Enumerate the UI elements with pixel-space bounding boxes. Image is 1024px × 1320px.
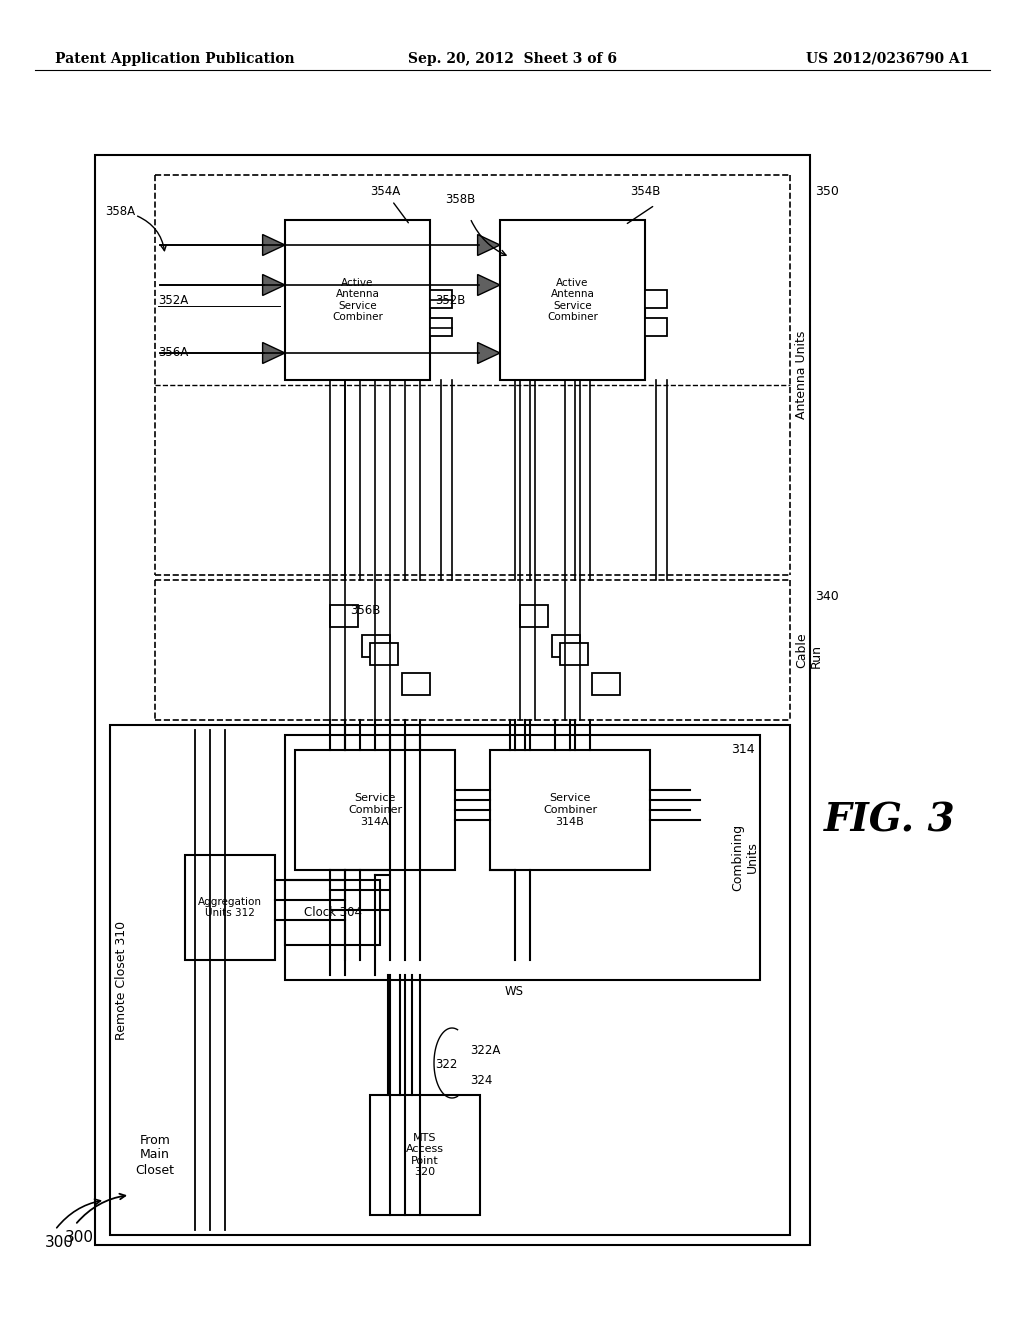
Bar [645, 290, 667, 308]
Text: Clock 304: Clock 304 [303, 906, 361, 919]
Text: Combining
Units: Combining Units [731, 824, 759, 891]
Text: Cable
Run: Cable Run [795, 632, 823, 668]
Bar [295, 750, 455, 870]
Text: Active
Antenna
Service
Combiner: Active Antenna Service Combiner [547, 277, 598, 322]
Text: 314: 314 [731, 743, 755, 756]
Text: MTS
Access
Point
320: MTS Access Point 320 [406, 1133, 444, 1177]
Polygon shape [477, 342, 500, 363]
Bar [362, 635, 390, 657]
Text: 300: 300 [65, 1230, 94, 1245]
Text: Patent Application Publication: Patent Application Publication [55, 51, 295, 66]
Bar [560, 643, 588, 665]
Text: 354A: 354A [370, 185, 409, 223]
Text: Remote Closet 310: Remote Closet 310 [115, 920, 128, 1040]
Text: 322A: 322A [470, 1044, 501, 1056]
Text: From
Main
Closet: From Main Closet [135, 1134, 174, 1176]
Bar [402, 673, 430, 696]
Text: Service
Combiner
314B: Service Combiner 314B [543, 793, 597, 826]
Text: 354B: 354B [630, 185, 660, 198]
Bar [185, 855, 275, 960]
Text: Aggregation
Units 312: Aggregation Units 312 [198, 896, 262, 919]
Bar [330, 605, 358, 627]
Polygon shape [477, 275, 500, 296]
Text: US 2012/0236790 A1: US 2012/0236790 A1 [807, 51, 970, 66]
Bar [285, 220, 430, 380]
Polygon shape [262, 235, 285, 256]
Text: FIG. 3: FIG. 3 [824, 801, 955, 840]
Polygon shape [262, 275, 285, 296]
Bar [552, 635, 580, 657]
Bar [645, 318, 667, 337]
Bar [500, 220, 645, 380]
Bar [430, 290, 452, 308]
Text: 352A: 352A [158, 293, 188, 306]
Bar [370, 643, 398, 665]
Bar [520, 605, 548, 627]
Bar [592, 673, 620, 696]
Text: Sep. 20, 2012  Sheet 3 of 6: Sep. 20, 2012 Sheet 3 of 6 [408, 51, 616, 66]
Bar [370, 1096, 480, 1214]
Text: 358A: 358A [105, 205, 135, 218]
Text: 300: 300 [45, 1236, 74, 1250]
Text: 350: 350 [815, 185, 839, 198]
Text: Service
Combiner
314A: Service Combiner 314A [348, 793, 402, 826]
Text: Antenna Units: Antenna Units [795, 331, 808, 420]
Bar [285, 735, 760, 979]
Text: 322: 322 [435, 1059, 458, 1072]
Text: 324: 324 [470, 1073, 493, 1086]
Polygon shape [262, 342, 285, 363]
Text: 358B: 358B [445, 193, 475, 206]
Bar [110, 725, 790, 1236]
Text: WS: WS [505, 985, 524, 998]
Bar [430, 318, 452, 337]
Text: 356B: 356B [350, 603, 380, 616]
Bar [95, 154, 810, 1245]
Text: 356A: 356A [158, 346, 188, 359]
Bar [285, 880, 380, 945]
Text: Active
Antenna
Service
Combiner: Active Antenna Service Combiner [332, 277, 383, 322]
Text: 352B: 352B [435, 293, 465, 306]
Text: 340: 340 [815, 590, 839, 603]
Polygon shape [477, 235, 500, 256]
Bar [490, 750, 650, 870]
